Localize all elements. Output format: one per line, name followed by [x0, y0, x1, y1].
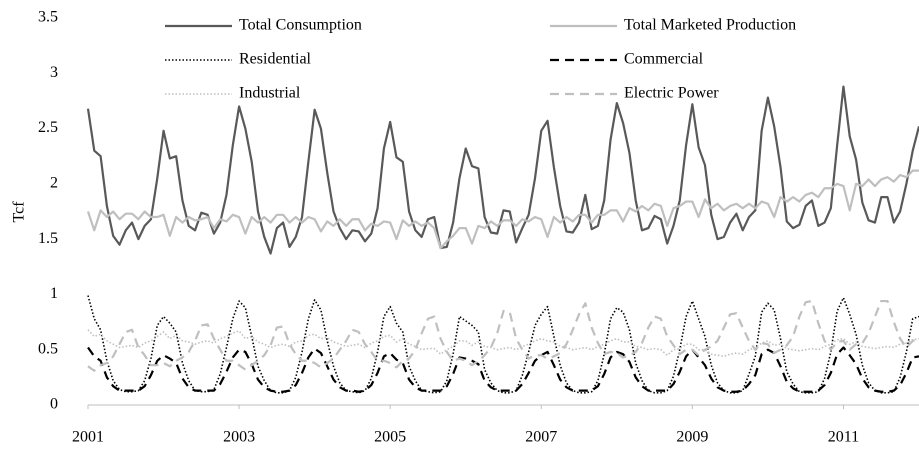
- y-tick-label: 2.5: [38, 119, 58, 136]
- y-tick-label: 0: [50, 396, 58, 413]
- series-line: [87, 295, 919, 394]
- legend-label: Total Consumption: [239, 17, 362, 34]
- legend-label: Commercial: [624, 51, 704, 68]
- legend-label: Total Marketed Production: [624, 17, 796, 34]
- y-axis-label: Tcf: [11, 201, 28, 223]
- x-tick-label: 2007: [525, 429, 557, 446]
- y-tick-label: 2: [50, 175, 58, 192]
- series-line: [86, 85, 919, 255]
- series-line: [87, 299, 919, 372]
- x-tick-label: 2003: [223, 429, 255, 446]
- y-tick-label: 0.5: [38, 340, 58, 357]
- y-tick-label: 3: [50, 64, 58, 81]
- y-tick-label: 1.5: [38, 230, 58, 247]
- x-tick-label: 2005: [374, 429, 406, 446]
- series-line: [86, 169, 919, 250]
- y-tick-label: 3.5: [38, 9, 58, 26]
- x-tick-label: 2001: [72, 429, 104, 446]
- series-line: [87, 346, 919, 393]
- legend-label: Residential: [239, 51, 312, 68]
- x-tick-label: 2009: [676, 429, 708, 446]
- legend-label: Industrial: [239, 85, 301, 102]
- x-tick-label: 2011: [828, 429, 859, 446]
- y-tick-label: 1: [50, 285, 58, 302]
- legend-label: Electric Power: [624, 85, 719, 102]
